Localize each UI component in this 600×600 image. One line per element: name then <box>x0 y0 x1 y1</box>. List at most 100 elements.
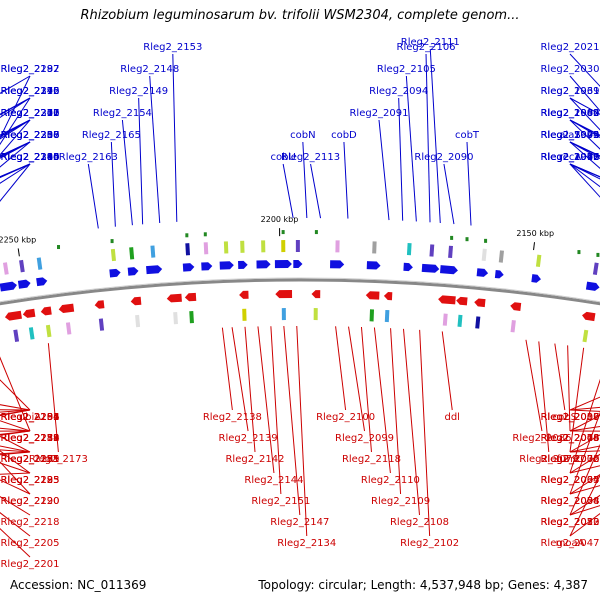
reverse-gene-label[interactable]: Rleg2_2034 <box>540 496 599 507</box>
reverse-gene-label[interactable]: Rleg2_2231 <box>0 454 59 465</box>
forward-gene-label[interactable]: Rleg2_2030 <box>540 64 599 75</box>
forward-gene-label[interactable]: cobD <box>331 130 357 141</box>
reverse-gene-label[interactable]: Rleg2_2225 <box>0 475 59 486</box>
reverse-gene-label[interactable]: Rleg2_2018 <box>540 433 599 444</box>
forward-gene-label[interactable]: Rleg2_2200 <box>0 108 59 119</box>
reverse-gene-label[interactable]: Rleg2_2195 <box>0 475 59 486</box>
reverse-gene-label[interactable]: ubiA <box>19 412 41 423</box>
reverse-gene-label[interactable]: Rleg2_2004 <box>540 433 599 444</box>
forward-gene-label[interactable]: Rleg2_2111 <box>401 37 460 48</box>
reverse-gene-label[interactable]: Rleg2_2008 <box>540 496 599 507</box>
reverse-gene-label[interactable]: Rleg2_2271 <box>0 454 59 465</box>
forward-gene-label[interactable]: cobN <box>290 130 315 141</box>
reverse-gene-label[interactable]: Rleg2_2254 <box>0 433 59 444</box>
forward-gene-label[interactable]: Rleg2_2240 <box>0 86 59 97</box>
reverse-gene-label[interactable]: Rleg2_2232 <box>0 433 59 444</box>
forward-gene-label[interactable]: Rleg2_1996 <box>540 152 599 163</box>
forward-gene-label[interactable]: Rleg2_2287 <box>0 64 59 75</box>
forward-gene-label[interactable]: alaS <box>559 130 580 141</box>
reverse-gene-label[interactable]: Rleg2_2134 <box>277 538 336 549</box>
reverse-gene-label[interactable]: Rleg2_2102 <box>400 538 459 549</box>
forward-gene-label[interactable]: Rleg2_2154 <box>93 108 152 119</box>
reverse-gene-label[interactable]: Rleg2_2073 <box>540 433 599 444</box>
forward-gene-label[interactable]: Rleg2_2090 <box>414 152 473 163</box>
forward-gene-label[interactable]: Rleg2_2060 <box>540 152 599 163</box>
reverse-gene-label[interactable]: Rleg2_2079 <box>519 454 578 465</box>
reverse-gene-label[interactable]: Rleg2_2199 <box>0 454 59 465</box>
reverse-gene-label[interactable]: Rleg2_2110 <box>361 475 420 486</box>
reverse-gene-label[interactable]: Rleg2_2211 <box>0 433 59 444</box>
reverse-gene-label[interactable]: Rleg2_2173 <box>29 454 88 465</box>
forward-gene-label[interactable]: Rleg2_2153 <box>143 42 202 53</box>
reverse-gene-label[interactable]: Rleg2_2086 <box>512 433 571 444</box>
forward-gene-label[interactable]: Rleg2_1964 <box>540 108 599 119</box>
reverse-gene-label[interactable]: Rleg2_2252 <box>0 412 59 423</box>
reverse-gene-label[interactable]: Rleg2_2147 <box>270 517 329 528</box>
reverse-gene-label[interactable]: cobS <box>553 412 577 423</box>
forward-gene-label[interactable]: recA <box>559 152 582 163</box>
forward-gene-label[interactable]: Rleg2_2210 <box>0 130 59 141</box>
forward-gene-label[interactable]: Rleg2_2113 <box>281 152 340 163</box>
reverse-gene-label[interactable]: Rleg2_2099 <box>335 433 394 444</box>
reverse-gene-label[interactable]: Rleg2_2204 <box>0 412 59 423</box>
forward-gene-label[interactable]: Rleg2_2106 <box>397 42 456 53</box>
forward-gene-label[interactable]: Rleg2_2091 <box>349 108 408 119</box>
forward-gene-label[interactable]: Rleg2_1977 <box>540 152 599 163</box>
forward-gene-label[interactable]: Rleg2_2045 <box>540 130 599 141</box>
reverse-gene-label[interactable]: Rleg2_2047 <box>540 538 599 549</box>
reverse-gene-label[interactable]: Rleg2_2288 <box>0 433 59 444</box>
reverse-gene-label[interactable]: Rleg2_2022 <box>540 517 599 528</box>
reverse-gene-label[interactable]: Rleg2_2291 <box>0 412 59 423</box>
forward-gene-label[interactable]: Rleg2_2275 <box>0 86 59 97</box>
forward-gene-label[interactable]: Rleg2_2311 <box>0 108 59 119</box>
reverse-gene-label[interactable]: Rleg2_2007 <box>540 475 599 486</box>
reverse-gene-label[interactable]: ddl <box>444 412 459 423</box>
forward-gene-label[interactable]: cobU <box>271 152 296 163</box>
forward-gene-label[interactable]: Rleg2_1961 <box>540 86 599 97</box>
reverse-gene-label[interactable]: Rleg2_2072 <box>540 454 599 465</box>
forward-gene-label[interactable]: Rleg2_2149 <box>109 86 168 97</box>
forward-gene-label[interactable]: Rleg2_2196 <box>0 86 59 97</box>
reverse-gene-label[interactable]: Rleg2_2190 <box>0 496 59 507</box>
reverse-gene-label[interactable]: Rleg2_2006 <box>540 412 599 423</box>
forward-gene-label[interactable]: cobT <box>455 130 480 141</box>
forward-gene-label[interactable]: Rleg2_2286 <box>0 130 59 141</box>
reverse-gene-label[interactable]: Rleg2_2108 <box>390 517 449 528</box>
reverse-gene-label[interactable]: Rleg2_2139 <box>219 433 278 444</box>
forward-gene-label[interactable]: Rleg2_2280 <box>0 152 59 163</box>
forward-gene-label[interactable]: Rleg2_2192 <box>0 64 59 75</box>
forward-gene-label[interactable]: Rleg2_2316 <box>0 152 59 163</box>
reverse-gene-label[interactable]: Rleg2_2284 <box>0 412 59 423</box>
reverse-gene-label[interactable]: Rleg2_2283 <box>0 475 59 486</box>
forward-gene-label[interactable]: Rleg2_2238 <box>0 130 59 141</box>
reverse-gene-label[interactable]: Rleg2_2205 <box>0 538 59 549</box>
reverse-gene-label[interactable]: Rleg2_2218 <box>0 517 59 528</box>
forward-gene-label[interactable]: Rleg2_2105 <box>377 64 436 75</box>
forward-gene-label[interactable]: Rleg2_2276 <box>0 108 59 119</box>
forward-gene-label[interactable]: Rleg2_2257 <box>0 130 59 141</box>
reverse-gene-label[interactable]: Rleg2_2019 <box>540 412 599 423</box>
reverse-gene-label[interactable]: Rleg2_2279 <box>0 433 59 444</box>
forward-gene-label[interactable]: Rleg2_1974 <box>540 130 599 141</box>
reverse-gene-label[interactable]: Rleg2_2000 <box>540 454 599 465</box>
forward-gene-label[interactable]: Rleg2_2039 <box>540 86 599 97</box>
reverse-gene-label[interactable]: Rleg2_2186 <box>0 412 59 423</box>
forward-gene-label[interactable]: Rleg2_2312 <box>0 86 59 97</box>
forward-gene-label[interactable]: Rleg2_1992 <box>540 130 599 141</box>
reverse-gene-label[interactable]: Rleg2_2037 <box>540 412 599 423</box>
reverse-gene-label[interactable]: Rleg2_2053 <box>540 517 599 528</box>
forward-gene-label[interactable]: Rleg2_2094 <box>369 86 428 97</box>
forward-gene-label[interactable]: Rleg2_2308 <box>0 130 59 141</box>
reverse-gene-label[interactable]: Rleg2_2220 <box>0 496 59 507</box>
forward-gene-label[interactable]: Rleg2_2245 <box>0 152 59 163</box>
reverse-gene-label[interactable]: Rleg2_2151 <box>251 496 310 507</box>
forward-gene-label[interactable]: Rleg2_2048 <box>540 152 599 163</box>
forward-gene-label[interactable]: Rleg2_2242 <box>0 108 59 119</box>
reverse-gene-label[interactable]: Rleg2_2010 <box>540 517 599 528</box>
forward-gene-label[interactable]: Rleg2_2148 <box>120 64 179 75</box>
reverse-gene-label[interactable]: Rleg2_2100 <box>316 412 375 423</box>
forward-gene-label[interactable]: Rleg2_2260 <box>0 152 59 163</box>
reverse-gene-label[interactable]: Rleg2_2138 <box>203 412 262 423</box>
reverse-gene-label[interactable]: Rleg2_2036 <box>540 454 599 465</box>
forward-gene-label[interactable]: Rleg2_2215 <box>0 152 59 163</box>
